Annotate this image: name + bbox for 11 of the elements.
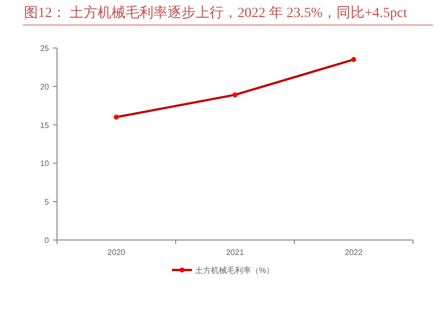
y-tick-label: 10 <box>40 159 50 168</box>
chart-title: 图12： 土方机械毛利率逐步上行，2022 年 23.5%，同比+4.5pct <box>24 5 408 21</box>
y-tick-label: 20 <box>40 82 50 92</box>
y-tick-label: 25 <box>40 44 50 53</box>
legend-label: 土方机械毛利率（%） <box>195 266 274 275</box>
x-tick-label: 2022 <box>344 248 364 257</box>
y-tick-label: 0 <box>44 236 50 245</box>
y-tick-label: 15 <box>40 120 50 130</box>
x-tick-label: 2021 <box>226 248 244 257</box>
x-tick-label: 2020 <box>107 248 126 257</box>
y-tick-label: 5 <box>44 198 50 207</box>
